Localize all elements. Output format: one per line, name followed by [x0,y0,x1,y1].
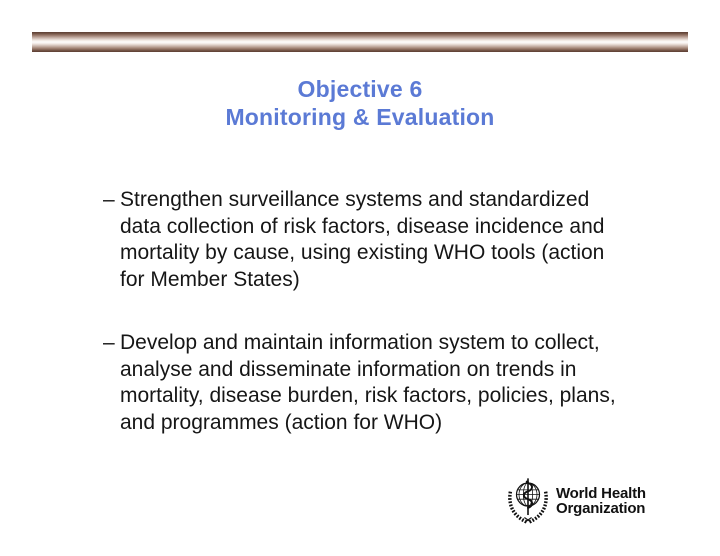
title-line-2: Monitoring & Evaluation [225,104,495,130]
bullet-text-1: Strengthen surveillance systems and stan… [120,188,605,291]
bullet-item-2: – Develop and maintain information syste… [103,330,659,436]
title-line-1: Objective 6 [297,76,423,102]
who-logo-text: World Health Organization [556,484,646,517]
bullet-list: – Strengthen surveillance systems and st… [103,187,659,436]
bullet-item-1: – Strengthen surveillance systems and st… [103,187,659,293]
who-emblem-icon [508,478,548,524]
decorative-gradient-bar [32,32,688,52]
bullet-dash: – [103,188,115,211]
slide-title: Objective 6 Monitoring & Evaluation [0,75,720,131]
who-logo: World Health Organization [505,476,646,526]
who-logo-line-2: Organization [556,500,646,517]
bullet-dash: – [103,331,115,354]
bullet-text-2: Develop and maintain information system … [120,331,616,434]
who-logo-line-1: World Health [556,484,646,502]
